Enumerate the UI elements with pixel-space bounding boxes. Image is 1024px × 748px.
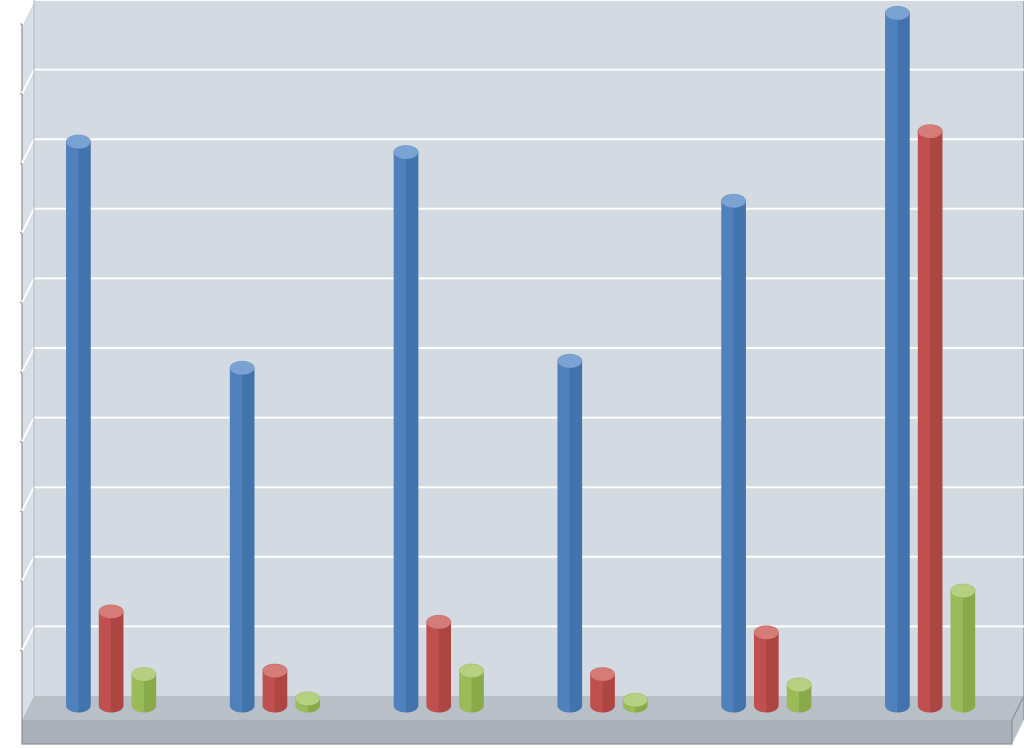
bar [426,615,451,712]
bar [132,667,157,712]
bar [623,693,648,712]
bar [787,678,812,713]
bar [459,664,484,713]
bar [951,584,976,713]
bar [394,145,419,712]
bar [754,626,779,713]
bar [918,125,943,713]
bar [557,354,582,712]
chart-container [0,0,1024,748]
bar [66,135,91,713]
bar [295,692,320,713]
bar [885,6,910,712]
bar [99,605,124,713]
bar-chart [0,0,1024,748]
bar [230,361,255,712]
bar [590,667,615,712]
bar [721,194,746,712]
bar [263,664,288,713]
